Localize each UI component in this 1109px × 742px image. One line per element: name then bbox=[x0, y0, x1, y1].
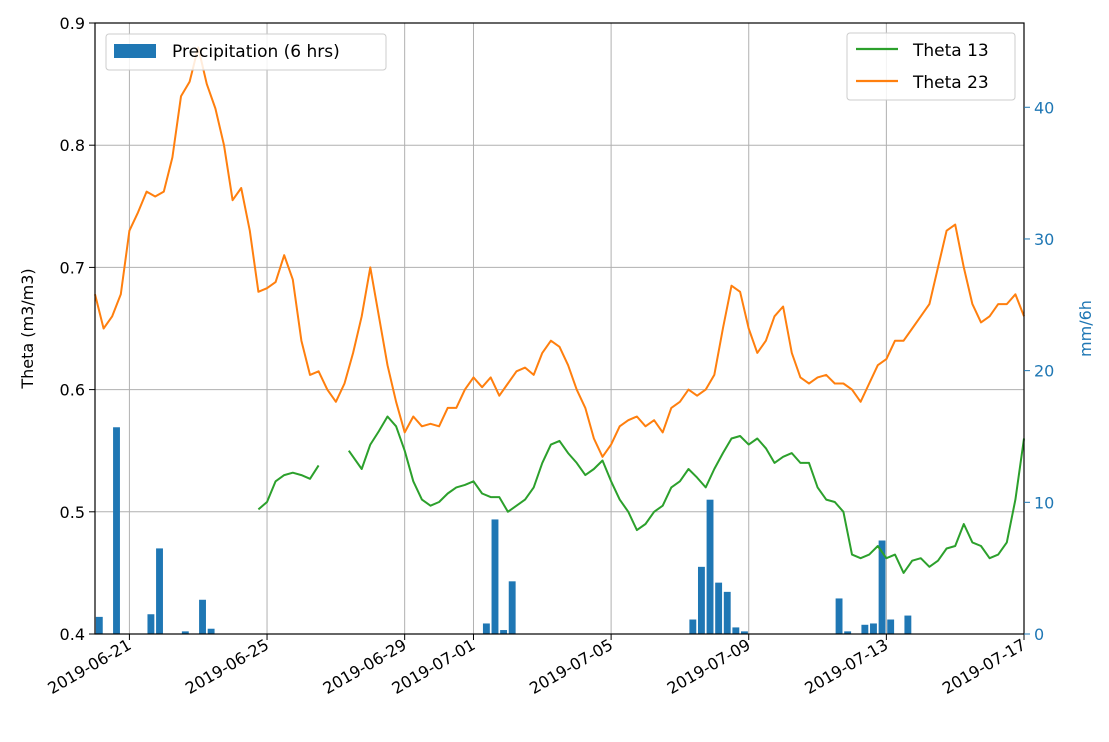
precipitation-bar bbox=[740, 631, 748, 634]
y-tick-label: 0.9 bbox=[60, 14, 85, 33]
y-tick-label: 0.4 bbox=[60, 625, 85, 644]
precipitation-bar bbox=[870, 623, 877, 634]
y2-tick-label: 0 bbox=[1034, 625, 1044, 644]
y-axis-right: 0 10 20 30 40 bbox=[1024, 98, 1054, 644]
x-tick-label: 2019-06-21 bbox=[44, 635, 134, 698]
x-tick-label: 2019-07-13 bbox=[801, 635, 891, 698]
y-tick-label: 0.7 bbox=[60, 258, 85, 277]
legend-precipitation: Precipitation (6 hrs) bbox=[105, 33, 387, 71]
y2-tick-label: 30 bbox=[1034, 230, 1054, 249]
x-tick-label: 2019-07-09 bbox=[664, 635, 754, 698]
precipitation-bar bbox=[732, 627, 740, 634]
legend-label-theta13: Theta 13 bbox=[912, 41, 989, 61]
y2-tick-label: 10 bbox=[1034, 493, 1054, 512]
y2-tick-label: 40 bbox=[1034, 98, 1054, 117]
precipitation-bar bbox=[500, 630, 508, 634]
theta-lines bbox=[94, 46, 1025, 574]
precipitation-bar bbox=[156, 548, 163, 634]
series-line-theta23 bbox=[94, 46, 1025, 458]
precipitation-bar bbox=[689, 619, 697, 634]
precipitation-bar bbox=[199, 599, 206, 634]
legend-swatch-precipitation bbox=[114, 44, 156, 58]
precipitation-bar bbox=[706, 499, 714, 634]
precipitation-bar bbox=[207, 628, 215, 634]
y-tick-label: 0.8 bbox=[60, 136, 85, 155]
y-tick-label: 0.6 bbox=[60, 381, 85, 400]
precipitation-bar bbox=[147, 614, 155, 634]
legend-label-theta23: Theta 23 bbox=[912, 73, 989, 93]
series-line-theta13 bbox=[257, 464, 320, 511]
x-tick-label: 2019-06-25 bbox=[182, 635, 272, 698]
precipitation-bar bbox=[861, 624, 869, 634]
precipitation-bar bbox=[723, 591, 731, 634]
legend-label-precipitation: Precipitation (6 hrs) bbox=[172, 42, 340, 62]
precipitation-bar bbox=[715, 582, 723, 634]
precipitation-bar bbox=[95, 616, 103, 634]
precipitation-bar bbox=[697, 566, 705, 634]
legend-theta: Theta 13 Theta 23 bbox=[846, 32, 1016, 101]
y-axis-left: 0.4 0.5 0.6 0.7 0.8 0.9 bbox=[60, 14, 95, 644]
precipitation-bar bbox=[482, 623, 490, 634]
y2-axis-label: mm/6h bbox=[1076, 300, 1095, 357]
x-axis: 2019-06-21 2019-06-25 2019-06-292019-07-01… bbox=[44, 634, 1029, 698]
precipitation-bar bbox=[904, 615, 912, 634]
precipitation-bar bbox=[508, 581, 516, 634]
x-tick-label: 2019-07-17 bbox=[939, 635, 1029, 698]
x-tick-label: 2019-07-05 bbox=[526, 635, 616, 698]
precipitation-bar bbox=[887, 619, 895, 634]
precipitation-bar bbox=[835, 598, 843, 634]
precipitation-bar bbox=[878, 540, 886, 634]
plot-frame bbox=[94, 22, 1025, 635]
precipitation-bar bbox=[844, 631, 852, 634]
y2-tick-label: 20 bbox=[1034, 362, 1054, 381]
precipitation-bar bbox=[181, 631, 189, 634]
precipitation-bars bbox=[95, 427, 912, 634]
series-line-theta13 bbox=[347, 415, 1025, 574]
precipitation-bar bbox=[113, 427, 120, 634]
y-tick-label: 0.5 bbox=[60, 503, 85, 522]
precipitation-bar bbox=[491, 519, 499, 634]
y-axis-label: Theta (m3/m3) bbox=[18, 268, 37, 389]
